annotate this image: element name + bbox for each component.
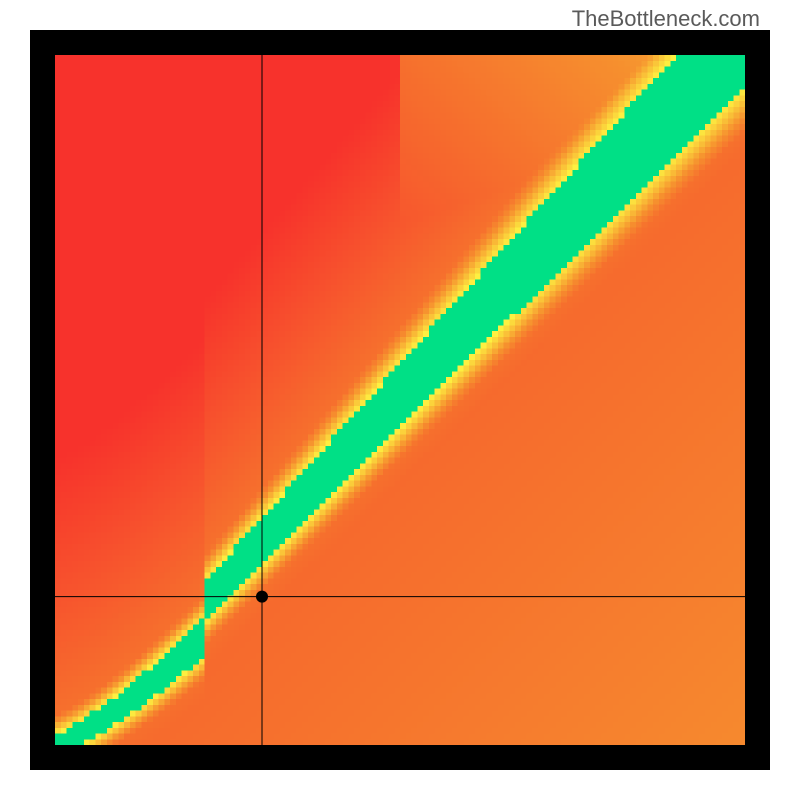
heatmap-plot xyxy=(55,55,745,745)
selection-marker xyxy=(256,591,268,603)
chart-outer-frame xyxy=(30,30,770,770)
watermark-text: TheBottleneck.com xyxy=(572,6,760,32)
